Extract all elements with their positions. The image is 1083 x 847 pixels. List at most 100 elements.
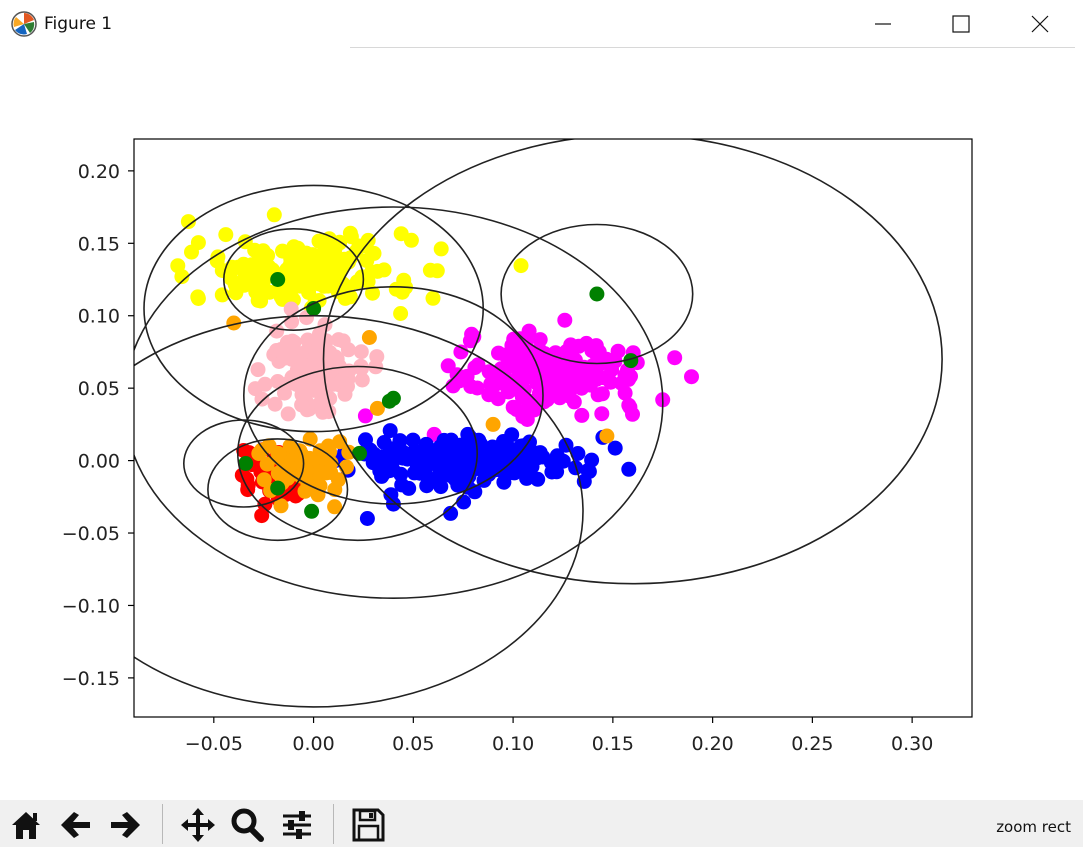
- close-button[interactable]: [1020, 8, 1060, 40]
- configure-subplots-button[interactable]: [279, 805, 315, 843]
- x-tick-label: 0.20: [691, 733, 733, 755]
- scatter-point: [322, 345, 338, 360]
- scatter-point: [418, 436, 434, 452]
- scatter-point: [256, 472, 272, 488]
- cluster-center-point: [270, 480, 286, 496]
- cluster-center-point: [352, 445, 367, 461]
- maximize-button[interactable]: [941, 8, 981, 40]
- x-tick-label: 0.25: [791, 733, 833, 755]
- scatter-point: [401, 480, 417, 496]
- scatter-point: [251, 446, 267, 461]
- scatter-point: [361, 330, 377, 345]
- cluster-circle: [223, 228, 365, 332]
- title-bar-divider: [350, 47, 1075, 48]
- scatter-point: [469, 380, 485, 396]
- scatter-point: [282, 438, 298, 454]
- scatter-point: [393, 466, 409, 482]
- home-icon: [12, 812, 40, 839]
- back-button[interactable]: [58, 805, 94, 843]
- minimize-button[interactable]: [862, 8, 902, 40]
- scatter-point: [476, 460, 492, 476]
- scatter-point: [440, 358, 456, 374]
- scatter-point: [327, 242, 343, 258]
- y-tick-label: 0.10: [78, 306, 120, 328]
- scatter-point: [507, 342, 523, 358]
- scatter-point: [584, 452, 600, 468]
- scatter-point: [405, 432, 421, 448]
- cluster-center-point: [385, 390, 401, 406]
- scatter-point: [594, 406, 610, 422]
- scatter-point: [180, 214, 196, 230]
- home-button[interactable]: [8, 805, 44, 843]
- scatter-point: [549, 464, 565, 480]
- figure-background: [0, 52, 1083, 797]
- scatter-point: [310, 333, 326, 349]
- scatter-point: [298, 264, 314, 280]
- scatter-point: [294, 397, 310, 413]
- scatter-point: [504, 427, 520, 443]
- figure-canvas[interactable]: −0.05 0.00 0.05 0.10 0.15 0.20 0.25 0.30 0.20 0.…: [0, 52, 1083, 797]
- scatter-point: [561, 388, 577, 404]
- zoom-button[interactable]: [229, 805, 265, 843]
- scatter-point: [306, 382, 322, 398]
- y-tick-label: −0.10: [62, 595, 120, 617]
- scatter-point: [520, 369, 535, 385]
- scatter-point: [684, 369, 699, 385]
- scatter-point: [223, 270, 238, 286]
- scatter-point: [375, 466, 391, 482]
- pan-button[interactable]: [180, 805, 216, 843]
- scatter-point: [266, 207, 282, 223]
- scatter-point: [471, 433, 487, 449]
- toolbar-separator: [162, 804, 163, 844]
- scatter-point: [519, 412, 535, 427]
- scatter-point: [320, 438, 336, 454]
- navigation-toolbar: zoom rect: [0, 800, 1083, 847]
- save-button[interactable]: [350, 805, 386, 843]
- scatter-point: [269, 323, 285, 339]
- scatter-point: [617, 385, 633, 401]
- scatter-point: [360, 274, 376, 289]
- scatter-point: [254, 508, 270, 524]
- cluster-center-point: [304, 503, 320, 519]
- cluster-center-point: [589, 286, 605, 302]
- scatter-chart[interactable]: −0.05 0.00 0.05 0.10 0.15 0.20 0.25 0.30 0.200.…: [0, 52, 1083, 797]
- cluster-circle: [207, 438, 349, 542]
- y-tick-label: 0.20: [78, 161, 120, 183]
- x-tick-label: −0.05: [185, 733, 243, 755]
- scatter-point: [316, 278, 332, 294]
- scatter-point: [244, 257, 260, 273]
- floppy-disk-icon: [352, 808, 385, 842]
- scatter-point: [184, 244, 199, 260]
- scatter-point: [591, 356, 607, 372]
- scatter-point: [273, 498, 289, 514]
- title-bar[interactable]: Figure 1: [0, 0, 1083, 48]
- matplotlib-icon: [10, 10, 38, 38]
- y-tick-label: 0.15: [78, 233, 120, 255]
- cluster-center-point: [623, 353, 639, 369]
- y-tick-label: −0.15: [62, 668, 120, 690]
- scatter-point: [530, 471, 546, 487]
- scatter-point: [567, 352, 583, 368]
- scatter-point: [485, 416, 501, 432]
- scatter-point: [607, 440, 623, 456]
- scatter-point: [359, 511, 375, 526]
- scatter-point: [610, 343, 626, 359]
- cluster-circle: [322, 139, 943, 585]
- scatter-point: [464, 444, 480, 460]
- scatter-point: [519, 470, 535, 486]
- scatter-point: [279, 339, 295, 354]
- scatter-point: [283, 256, 298, 272]
- scatter-point: [357, 408, 373, 424]
- scatter-point: [354, 372, 370, 388]
- y-axis: 0.20 0.15 0.10 0.05 0.00 −0.05 −0.10 −0.15: [62, 161, 134, 690]
- scatter-point: [470, 357, 486, 373]
- scatter-point: [369, 400, 385, 416]
- scatter-point: [365, 285, 380, 301]
- scatter-point: [218, 227, 234, 243]
- scatter-point: [275, 291, 291, 307]
- scatter-point: [557, 312, 573, 328]
- scatter-point: [513, 258, 529, 274]
- forward-button[interactable]: [107, 805, 143, 843]
- cluster-circle: [500, 223, 694, 365]
- x-tick-label: 0.15: [592, 733, 634, 755]
